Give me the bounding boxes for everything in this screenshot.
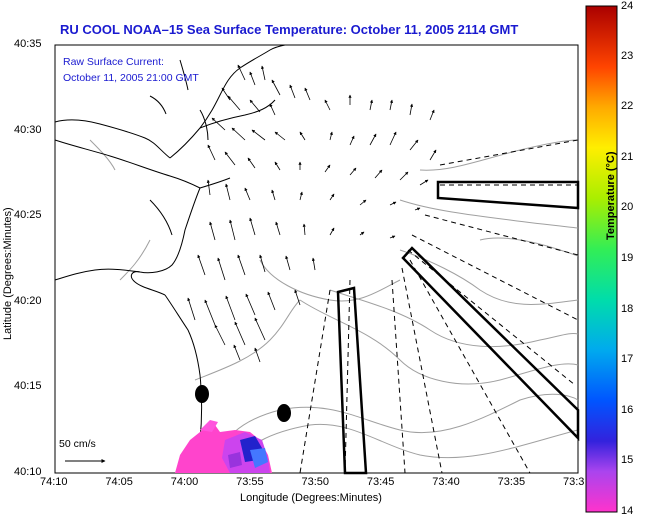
colorbar-tick-label: 17 bbox=[621, 353, 634, 366]
colorbar-tick-label: 16 bbox=[621, 403, 634, 416]
radar-range-lines bbox=[299, 139, 579, 474]
colorbar-tick-label: 19 bbox=[621, 252, 634, 264]
y-tick-label: 40:20 bbox=[14, 294, 42, 307]
colorbar-tick-label: 23 bbox=[621, 49, 634, 62]
current-vectors bbox=[187, 64, 437, 363]
colorbar-tick-label: 24 bbox=[621, 0, 634, 12]
colorbar-tick-label: 20 bbox=[621, 201, 634, 214]
x-tick-label: 74:10 bbox=[40, 476, 68, 488]
current-annotation-line2: October 11, 2005 21:00 GMT bbox=[63, 72, 199, 84]
x-tick-label: 73:45 bbox=[366, 476, 395, 488]
plot-area bbox=[54, 44, 579, 474]
colorbar bbox=[585, 5, 618, 513]
marker-dot bbox=[195, 385, 209, 403]
x-tick-label: 73:35 bbox=[497, 476, 526, 488]
x-tick-label: 74:05 bbox=[105, 476, 133, 488]
marker-dot bbox=[277, 404, 291, 422]
x-tick-label: 73:50 bbox=[301, 476, 330, 488]
y-tick-label: 40:30 bbox=[14, 123, 42, 136]
x-tick-label: 73:3 bbox=[563, 476, 585, 488]
x-tick-label: 73:40 bbox=[432, 476, 460, 488]
colorbar-tick-label: 18 bbox=[621, 302, 634, 315]
colorbar-label: Temperature (°C) bbox=[605, 151, 617, 240]
y-tick-label: 40:10 bbox=[14, 466, 42, 478]
current-annotation-line1: Raw Surface Current: bbox=[63, 56, 164, 68]
sst-patch bbox=[175, 420, 272, 473]
chart-title: RU COOL NOAA–15 Sea Surface Temperature:… bbox=[60, 22, 519, 37]
y-tick-label: 40:15 bbox=[14, 380, 42, 393]
colorbar-tick-label: 22 bbox=[621, 100, 634, 113]
colorbar-tick-label: 21 bbox=[621, 150, 634, 163]
scale-label: 50 cm/s bbox=[59, 438, 96, 450]
y-tick-label: 40:25 bbox=[14, 209, 42, 222]
colorbar-tick-label: 14 bbox=[621, 505, 634, 517]
x-tick-label: 74:00 bbox=[170, 476, 199, 488]
y-tick-label: 40:35 bbox=[14, 38, 42, 50]
colorbar-tick-label: 15 bbox=[621, 454, 634, 467]
x-tick-label: 73:55 bbox=[236, 476, 264, 488]
survey-boxes bbox=[336, 180, 580, 475]
y-axis-label: Latitude (Degrees:Minutes) bbox=[2, 207, 14, 340]
x-axis-label: Longitude (Degrees:Minutes) bbox=[240, 492, 382, 504]
